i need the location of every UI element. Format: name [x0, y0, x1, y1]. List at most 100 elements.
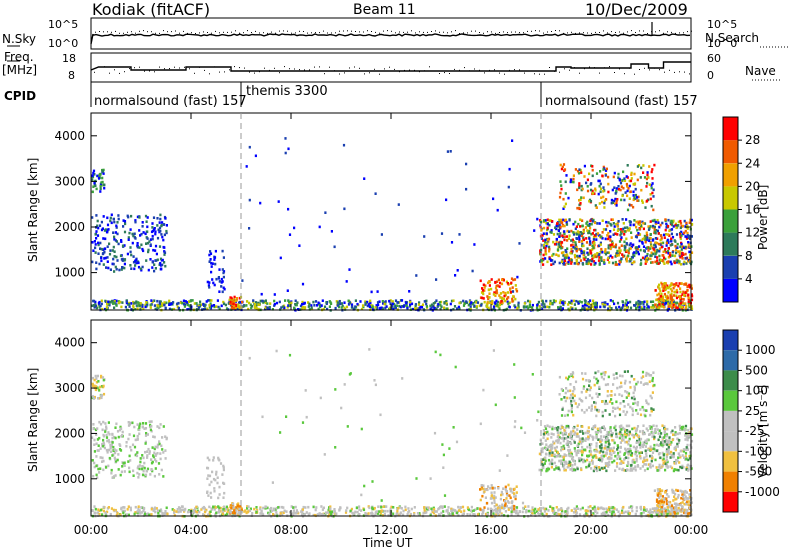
- velocity-scatter-cell: [680, 513, 683, 517]
- velocity-scatter-cell: [154, 510, 157, 514]
- power-scatter-cell: [432, 302, 435, 305]
- velocity-scatter-cell: [143, 466, 146, 470]
- power-scatter-cell: [138, 216, 141, 219]
- power-scatter-cell: [655, 250, 658, 254]
- velocity-scatter-cell: [213, 489, 216, 493]
- nsearch-dot: [583, 32, 584, 34]
- velocity-scatter-cell: [607, 439, 610, 442]
- power-scatter-cell: [595, 305, 598, 309]
- power-scatter-cell: [506, 282, 509, 285]
- nsearch-dot: [199, 32, 200, 34]
- power-scatter-cell: [626, 306, 629, 309]
- velocity-scatter-cell: [134, 453, 137, 457]
- power-scatter-cell: [141, 265, 144, 269]
- power-scatter-cell: [155, 259, 158, 262]
- velocity-scatter-cell: [616, 446, 620, 449]
- power-scatter-cell: [106, 260, 109, 263]
- velocity-scatter-cell: [146, 512, 150, 516]
- velocity-scatter-cell: [226, 510, 229, 514]
- power-scatter-cell: [154, 230, 157, 233]
- power-scatter-cell: [660, 302, 663, 306]
- power-scatter-cell: [234, 303, 237, 307]
- power-scatter-cell: [667, 307, 671, 310]
- velocity-scatter-cell: [524, 505, 527, 508]
- power-scatter-cell: [517, 301, 520, 305]
- power-scatter-cell: [589, 200, 593, 203]
- nave-dot: [559, 71, 560, 73]
- velocity-scatter-cell: [561, 509, 564, 513]
- velocity-scatter-cell: [153, 474, 156, 478]
- velocity-scatter-cell: [114, 451, 117, 455]
- power-scatter-cell: [409, 303, 412, 306]
- power-scatter-cell: [555, 238, 558, 241]
- power-scatter-cell: [254, 154, 257, 158]
- velocity-scatter-cell: [597, 458, 600, 461]
- power-scatter-cell: [130, 253, 133, 257]
- power-scatter-cell: [495, 289, 498, 292]
- velocity-scatter-cell: [574, 507, 577, 511]
- velocity-scatter-cell: [530, 514, 533, 517]
- power-scatter-cell: [162, 245, 165, 249]
- power-scatter-cell: [600, 247, 603, 251]
- velocity-scatter-cell: [567, 506, 570, 510]
- velocity-scatter-cell: [604, 462, 607, 465]
- power-scatter-cell: [559, 191, 562, 195]
- nave-dot: [674, 71, 675, 73]
- power-scatter-cell: [458, 307, 461, 310]
- power-scatter-cell: [168, 307, 171, 311]
- power-scatter-cell: [690, 298, 694, 302]
- power-scatter-cell: [123, 258, 127, 261]
- power-scatter-cell: [624, 191, 627, 194]
- freq-tick-low: 8: [68, 69, 75, 82]
- power-scatter-cell: [542, 246, 546, 249]
- nave-dot: [214, 66, 215, 68]
- velocity-scatter-cell: [143, 511, 147, 514]
- power-scatter-cell: [654, 255, 657, 258]
- velocity-scatter-cell: [316, 513, 319, 516]
- power-scatter-cell: [475, 305, 478, 308]
- power-scatter-cell: [628, 243, 631, 247]
- velocity-scatter-cell: [105, 433, 108, 437]
- power-scatter-cell: [438, 301, 441, 304]
- velocity-scatter-cell: [190, 511, 194, 515]
- power-scatter-cell: [645, 256, 648, 260]
- power-scatter-cell: [600, 235, 603, 239]
- power-scatter-cell: [598, 256, 601, 259]
- power-scatter-cell: [134, 237, 137, 240]
- nsearch-dot: [679, 32, 680, 34]
- nsearch-dot: [323, 30, 324, 32]
- power-scatter-cell: [564, 192, 567, 195]
- velocity-scatter-cell: [605, 507, 608, 511]
- velocity-scatter-cell: [635, 509, 638, 513]
- nsearch-dot: [567, 32, 568, 34]
- velocity-scatter-cell: [145, 513, 148, 516]
- power-scatter-cell: [635, 251, 638, 255]
- velocity-scatter-cell: [134, 505, 137, 509]
- power-scatter-cell: [667, 218, 670, 222]
- velocity-scatter-cell: [562, 433, 565, 437]
- power-scatter-cell: [165, 231, 168, 235]
- velocity-scatter-cell: [164, 435, 167, 438]
- power-scatter-cell: [435, 299, 438, 302]
- velocity-scatter-cell: [481, 512, 484, 516]
- velocity-scatter-cell: [328, 506, 331, 509]
- nave-dot: [124, 71, 125, 73]
- power-scatter-cell: [546, 222, 549, 226]
- power-scatter-cell: [573, 253, 576, 257]
- power-scatter-cell: [552, 240, 555, 244]
- velocity-scatter-cell: [240, 507, 243, 510]
- velocity-scatter-cell: [154, 458, 157, 461]
- power-scatter-cell: [586, 224, 589, 227]
- power-scatter-cell: [160, 224, 163, 228]
- velocity-scatter-cell: [226, 512, 229, 515]
- power-scatter-cell: [440, 232, 444, 235]
- power-scatter-cell: [593, 221, 597, 225]
- power-scatter-cell: [594, 304, 597, 308]
- power-scatter-cell: [555, 243, 558, 246]
- power-scatter-cell: [645, 255, 648, 258]
- velocity-scatter-cell: [266, 506, 269, 510]
- power-scatter-cell: [147, 250, 150, 254]
- velocity-scatter-cell: [563, 467, 566, 470]
- power-scatter-cell: [541, 234, 544, 237]
- power-scatter-cell: [666, 307, 669, 311]
